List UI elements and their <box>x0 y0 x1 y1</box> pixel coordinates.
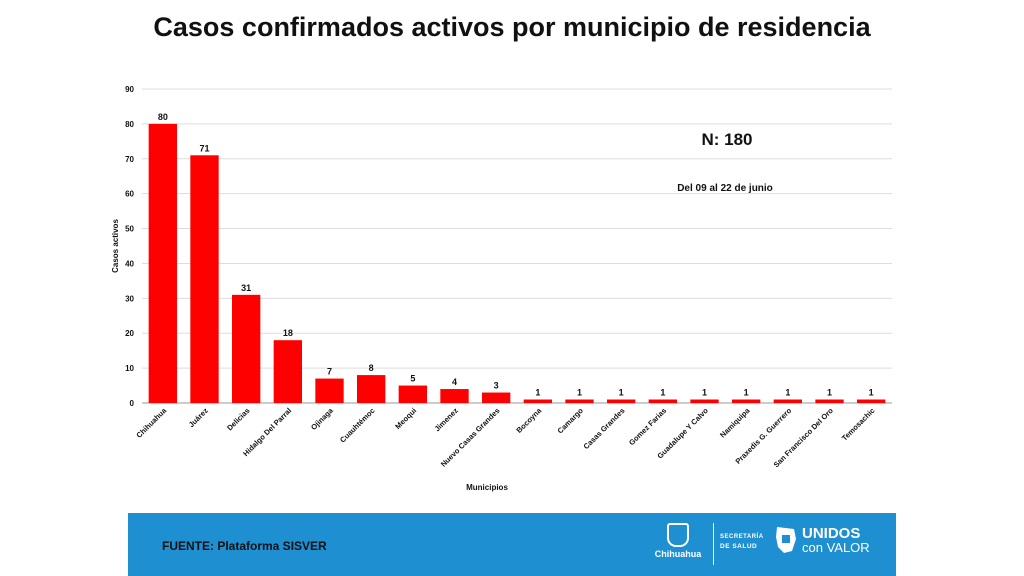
x-tick-label: Camargo <box>556 406 586 436</box>
bar <box>857 399 886 403</box>
data-label: 1 <box>660 388 665 398</box>
shield-icon <box>667 523 689 547</box>
x-tick-label: Casas Grandes <box>582 406 627 451</box>
data-label: 31 <box>241 283 251 293</box>
con-valor-text: con VALOR <box>802 539 870 555</box>
y-tick-label: 50 <box>125 225 134 234</box>
bar <box>732 399 761 403</box>
chihuahua-logo: Chihuahua <box>648 523 708 559</box>
period-annotation: Del 09 al 22 de junio <box>677 183 773 194</box>
y-tick-label: 10 <box>125 364 134 373</box>
bar <box>398 385 427 403</box>
data-label: 1 <box>577 388 582 398</box>
bar <box>440 389 469 403</box>
bar <box>523 399 552 403</box>
data-label: 71 <box>199 143 209 153</box>
x-tick-label: Gomez Farias <box>627 406 668 447</box>
data-label: 1 <box>619 388 624 398</box>
x-tick-label: Meoqui <box>393 406 418 431</box>
data-label: 80 <box>158 112 168 122</box>
bar <box>565 399 594 403</box>
x-tick-label: Cuauhtémoc <box>338 406 376 444</box>
bar <box>232 294 261 403</box>
bar <box>190 155 219 403</box>
x-tick-label: Namiquipa <box>718 405 752 439</box>
x-tick-label: Bocoyna <box>514 405 543 434</box>
data-label: 5 <box>410 374 415 384</box>
x-tick-label: Ojinaga <box>309 405 335 431</box>
data-label: 7 <box>327 367 332 377</box>
bar <box>648 399 677 403</box>
bar-chart: 010203040506070809080Chihuahua71Juárez31… <box>111 85 892 492</box>
x-tick-label: Chihuahua <box>134 405 168 439</box>
y-axis-label: Casos activos <box>111 219 120 273</box>
bar <box>690 399 719 403</box>
bar <box>357 375 386 403</box>
y-tick-label: 30 <box>125 294 134 303</box>
unidos-text: UNIDOS <box>802 524 861 542</box>
bar <box>315 378 344 403</box>
bar <box>273 340 302 403</box>
data-label: 1 <box>535 388 540 398</box>
data-label: 4 <box>452 377 457 387</box>
y-tick-label: 90 <box>125 85 134 94</box>
x-tick-label: Delicias <box>225 406 251 432</box>
data-label: 1 <box>702 388 707 398</box>
y-tick-label: 20 <box>125 329 134 338</box>
bar <box>482 392 511 403</box>
chihuahua-logo-text: Chihuahua <box>654 549 702 559</box>
data-label: 1 <box>869 388 874 398</box>
chart-title: Casos confirmados activos por municipio … <box>153 12 871 42</box>
bar <box>148 123 177 403</box>
y-tick-label: 40 <box>125 259 134 268</box>
footer-banner: FUENTE: Plataforma SISVER Chihuahua SECR… <box>128 513 896 576</box>
data-label: 1 <box>827 388 832 398</box>
data-label: 3 <box>494 381 499 391</box>
data-label: 18 <box>283 328 293 338</box>
y-tick-label: 70 <box>125 155 134 164</box>
source-label: FUENTE: Plataforma SISVER <box>162 539 327 553</box>
data-label: 1 <box>744 388 749 398</box>
bar <box>815 399 844 403</box>
y-tick-label: 0 <box>130 399 135 408</box>
bar <box>773 399 802 403</box>
y-tick-label: 60 <box>125 190 134 199</box>
bar <box>607 399 636 403</box>
state-map-icon <box>776 527 796 553</box>
logo-divider <box>713 523 714 565</box>
salud-line1: SECRETARÍA <box>720 534 764 540</box>
secretaria-salud-logo: SECRETARÍA DE SALUD <box>720 533 764 551</box>
x-axis-label: Municipios <box>466 483 508 492</box>
data-label: 8 <box>369 363 374 373</box>
x-tick-label: Jimenez <box>433 406 460 433</box>
data-label: 1 <box>785 388 790 398</box>
y-tick-label: 80 <box>125 120 134 129</box>
x-tick-label: Juárez <box>187 406 210 429</box>
x-tick-label: Temosachic <box>840 406 877 443</box>
salud-line2: DE SALUD <box>720 543 758 550</box>
unidos-con-valor-logo: UNIDOS con VALOR <box>774 525 870 555</box>
total-annotation: N: 180 <box>701 130 753 149</box>
